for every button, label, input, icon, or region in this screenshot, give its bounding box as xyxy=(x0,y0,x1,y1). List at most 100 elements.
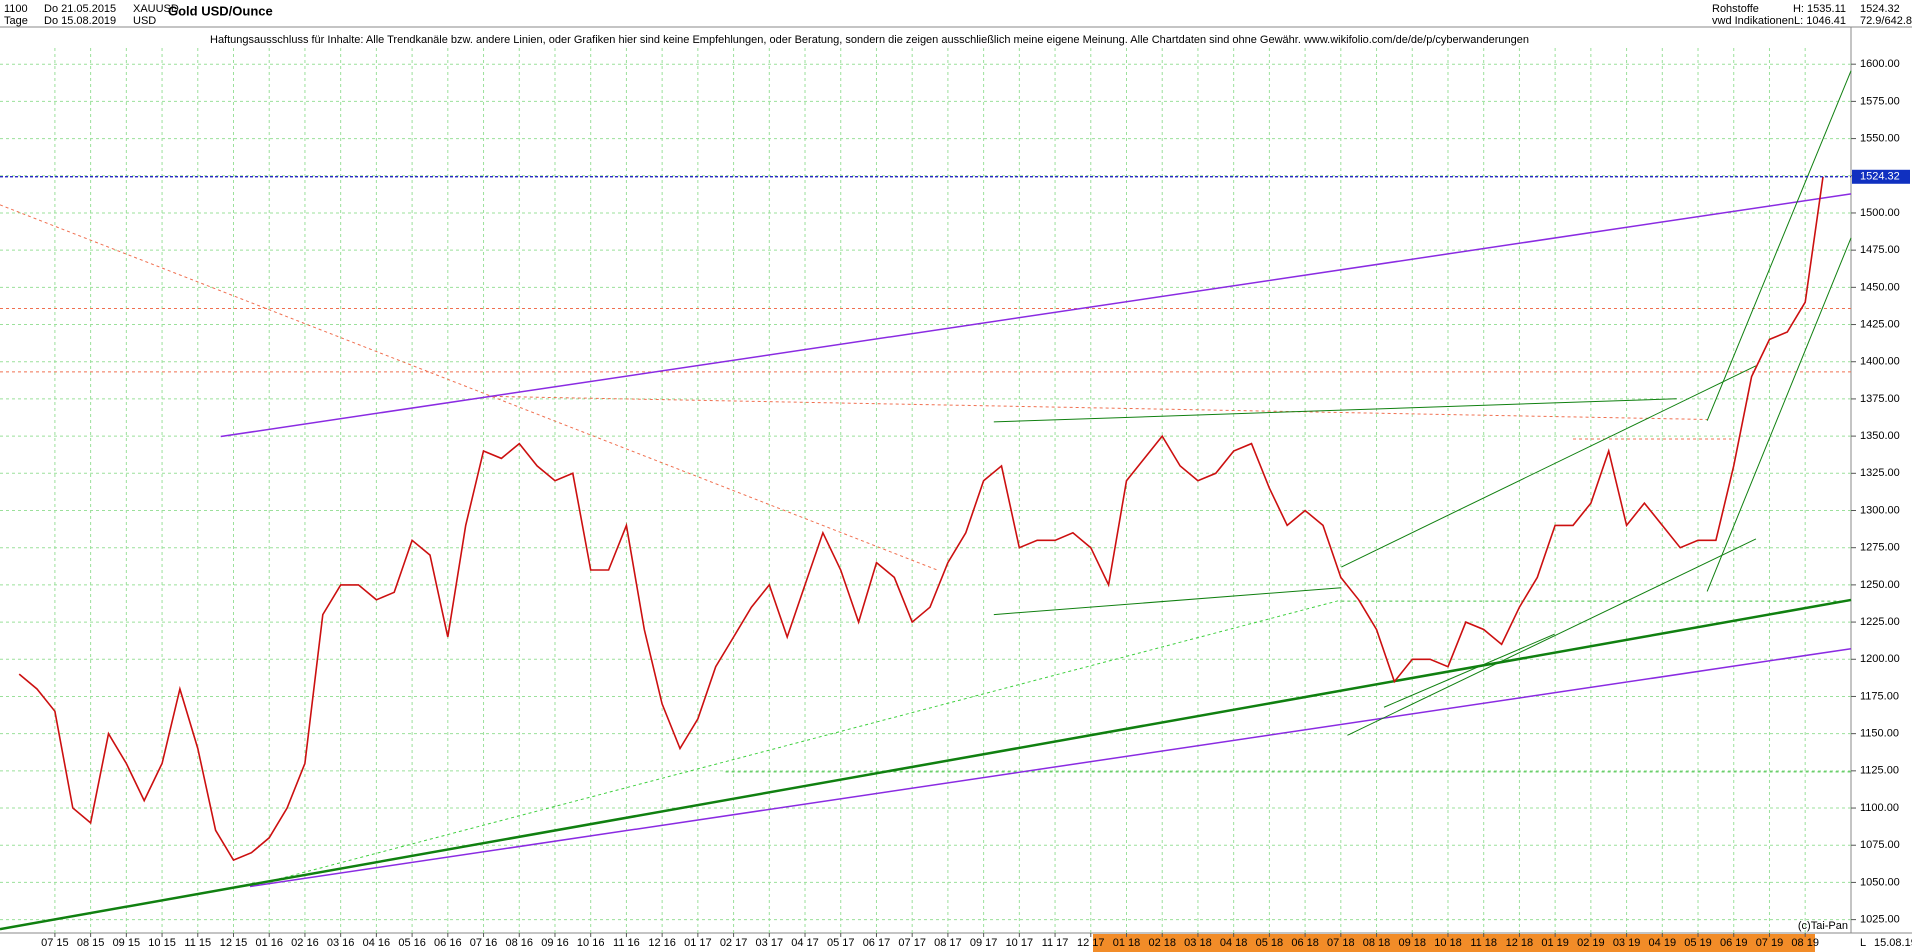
x-tick-label: 06 18 xyxy=(1291,937,1319,949)
scale-mode: L xyxy=(1860,937,1866,949)
y-tick-label: 1550.00 xyxy=(1860,132,1900,144)
trendline xyxy=(0,600,1851,929)
x-tick-label: 12 15 xyxy=(220,937,248,949)
y-tick-label: 1250.00 xyxy=(1860,579,1900,591)
x-tick-label: 01 17 xyxy=(684,937,712,949)
x-tick-label: 11 15 xyxy=(184,937,211,949)
y-tick-label: 1050.00 xyxy=(1860,876,1900,888)
y-tick-label: 1325.00 xyxy=(1860,467,1900,479)
x-tick-label: 10 15 xyxy=(148,937,176,949)
y-tick-label: 1300.00 xyxy=(1860,504,1900,516)
x-tick-label: 02 16 xyxy=(291,937,319,949)
symbol: XAUUSD xyxy=(133,3,179,15)
x-tick-label: 03 16 xyxy=(327,937,355,949)
low: L: 1046.41 xyxy=(1794,15,1846,27)
end-date: 15.08.19 xyxy=(1874,937,1912,949)
x-tick-label: 10 18 xyxy=(1434,937,1462,949)
y-tick-label: 1025.00 xyxy=(1860,914,1900,926)
x-tick-label: 10 17 xyxy=(1006,937,1034,949)
x-tick-label: 04 19 xyxy=(1649,937,1677,949)
y-tick-label: 1275.00 xyxy=(1860,542,1900,554)
x-tick-label: 07 18 xyxy=(1327,937,1355,949)
x-tick-label: 02 19 xyxy=(1577,937,1605,949)
trendline xyxy=(1341,366,1756,567)
y-tick-label: 1350.00 xyxy=(1860,430,1900,442)
trendline xyxy=(250,600,1341,887)
x-tick-label: 08 15 xyxy=(77,937,105,949)
zoom: 72.9/642.8 xyxy=(1860,15,1912,27)
x-tick-label: 05 19 xyxy=(1684,937,1712,949)
y-tick-label: 1450.00 xyxy=(1860,281,1900,293)
x-tick-label: 07 15 xyxy=(41,937,69,949)
x-tick-label: 07 19 xyxy=(1756,937,1784,949)
x-tick-label: 09 17 xyxy=(970,937,998,949)
grid xyxy=(0,48,1851,933)
x-tick-label: 08 16 xyxy=(505,937,533,949)
y-tick-label: 1600.00 xyxy=(1860,58,1900,70)
x-tick-label: 02 18 xyxy=(1148,937,1176,949)
trendline xyxy=(488,396,1707,419)
x-tick-label: 08 19 xyxy=(1791,937,1819,949)
x-tick-label: 03 18 xyxy=(1184,937,1212,949)
x-tick-label: 01 16 xyxy=(255,937,283,949)
group: Rohstoffe xyxy=(1712,3,1759,15)
price-axis-area xyxy=(1851,27,1912,933)
y-tick-label: 1425.00 xyxy=(1860,318,1900,330)
x-tick-label: 08 17 xyxy=(934,937,962,949)
trendline xyxy=(221,194,1851,437)
x-tick-label: 09 16 xyxy=(541,937,569,949)
period-highlight xyxy=(1093,934,1815,952)
y-tick-label: 1075.00 xyxy=(1860,839,1900,851)
x-tick-label: 05 16 xyxy=(398,937,426,949)
x-tick-label: 06 16 xyxy=(434,937,462,949)
trendline xyxy=(994,588,1342,615)
trendline xyxy=(1707,71,1851,421)
trendlines xyxy=(0,71,1851,929)
trendline xyxy=(250,649,1851,887)
x-tick-label: 10 16 xyxy=(577,937,605,949)
y-tick-label: 1400.00 xyxy=(1860,356,1900,368)
x-tick-label: 02 17 xyxy=(720,937,748,949)
trendline xyxy=(1347,539,1755,735)
y-tick-label: 1375.00 xyxy=(1860,393,1900,405)
x-tick-label: 01 18 xyxy=(1113,937,1141,949)
trendline xyxy=(1707,238,1851,592)
y-tick-label: 1475.00 xyxy=(1860,244,1900,256)
x-tick-label: 03 19 xyxy=(1613,937,1641,949)
y-tick-label: 1125.00 xyxy=(1860,765,1899,777)
x-tick-label: 06 17 xyxy=(863,937,891,949)
from-date: Do 21.05.2015 xyxy=(44,3,116,15)
x-tick-label: 07 17 xyxy=(898,937,926,949)
interval: 1100 xyxy=(4,3,28,15)
currency: USD xyxy=(133,15,156,27)
price-line xyxy=(18,176,1824,862)
x-tick-label: 05 18 xyxy=(1256,937,1284,949)
x-tick-label: 06 19 xyxy=(1720,937,1748,949)
x-tick-label: 09 18 xyxy=(1398,937,1426,949)
plot xyxy=(0,176,1851,862)
x-tick-label: 09 15 xyxy=(113,937,141,949)
trendline xyxy=(1384,634,1555,707)
period: Tage xyxy=(4,15,28,27)
x-tick-label: 04 18 xyxy=(1220,937,1248,949)
last: 1524.32 xyxy=(1860,3,1900,15)
y-tick-label: 1225.00 xyxy=(1860,616,1900,628)
y-tick-label: 1500.00 xyxy=(1860,207,1900,219)
disclaimer: Haftungsausschluss für Inhalte: Alle Tre… xyxy=(210,34,1529,46)
chart-title: Gold USD/Ounce xyxy=(168,3,273,18)
x-tick-label: 05 17 xyxy=(827,937,855,949)
x-tick-label: 04 17 xyxy=(791,937,819,949)
y-tick-label: 1200.00 xyxy=(1860,653,1900,665)
x-tick-label: 11 18 xyxy=(1470,937,1497,949)
last-price-label: 1524.32 xyxy=(1860,171,1900,183)
x-tick-label: 01 19 xyxy=(1541,937,1569,949)
x-tick-label: 03 17 xyxy=(756,937,784,949)
y-tick-label: 1150.00 xyxy=(1860,728,1899,740)
x-tick-label: 12 16 xyxy=(648,937,676,949)
y-tick-label: 1100.00 xyxy=(1860,802,1899,814)
last-price-box xyxy=(1852,169,1910,184)
x-tick-label: 07 16 xyxy=(470,937,498,949)
x-tick-label: 08 18 xyxy=(1363,937,1391,949)
